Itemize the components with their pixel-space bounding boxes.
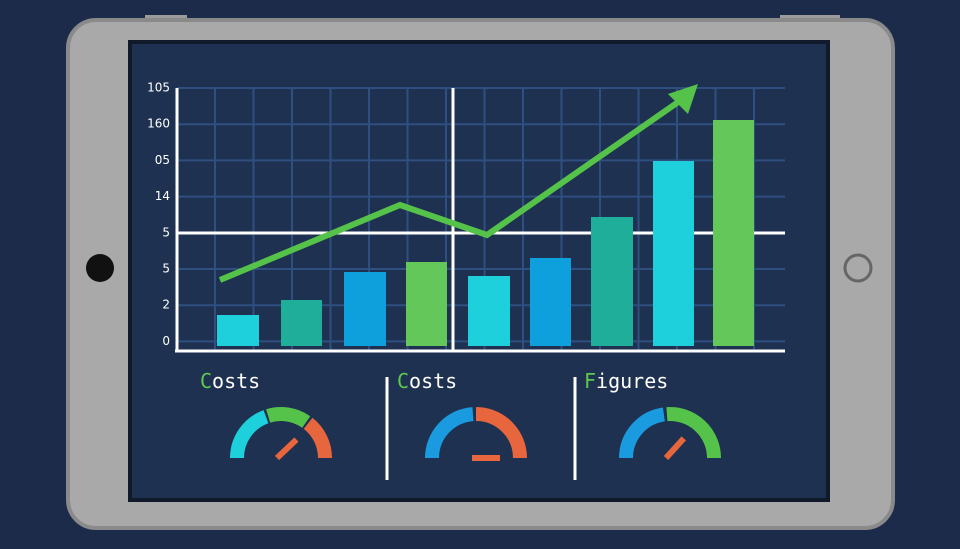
home-button[interactable]: [843, 253, 873, 283]
bar: [591, 217, 633, 346]
bar: [217, 315, 259, 346]
gauge-needle: [274, 437, 299, 461]
y-axis-label: 2: [162, 298, 170, 312]
trend-arrow: [668, 84, 698, 114]
y-axis-label: 5: [162, 225, 170, 239]
y-axis-label: 0: [162, 334, 170, 348]
y-axis-label: 14: [155, 189, 170, 203]
gauge-needle: [663, 436, 686, 461]
gauge-title: Costs: [200, 369, 261, 393]
gauge-segment: [475, 407, 527, 459]
bar: [653, 161, 694, 346]
bar: [713, 120, 754, 346]
gauge-title: Figures: [584, 369, 669, 393]
y-axis-label: 05: [155, 153, 170, 167]
gauge-segment: [666, 407, 721, 459]
bar: [281, 300, 322, 346]
gauge-title: Costs: [397, 369, 458, 393]
gauges: [230, 407, 721, 461]
gauge-segment: [230, 410, 269, 459]
bar: [468, 276, 510, 346]
y-axis-label: 105: [147, 81, 170, 95]
bar: [406, 262, 447, 346]
trend-line: [218, 95, 686, 283]
y-axis-label: 5: [162, 262, 170, 276]
camera: [86, 254, 114, 282]
gauge-segment: [619, 407, 666, 459]
bar: [344, 272, 386, 346]
gauge-segment: [425, 407, 474, 459]
bar: [530, 258, 571, 346]
gauge-segment: [303, 417, 332, 459]
y-axis-label: 160: [147, 117, 170, 131]
gauge-segment: [266, 407, 311, 428]
